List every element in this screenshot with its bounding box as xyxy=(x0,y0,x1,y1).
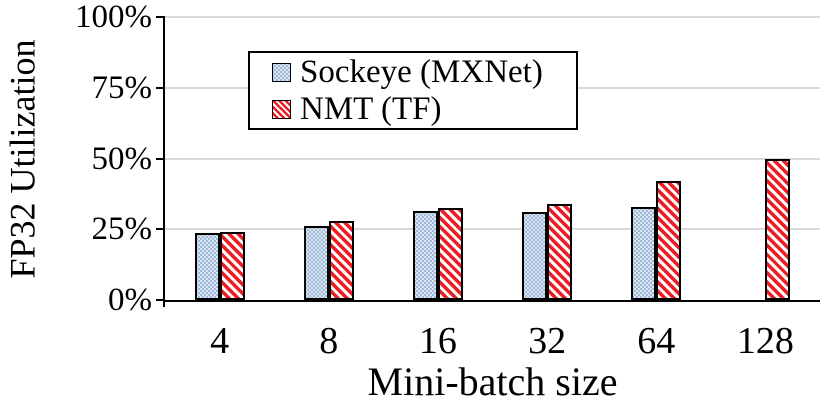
y-axis-tick-50 xyxy=(156,157,165,160)
legend-item-sockeye: Sockeye (MXNet) xyxy=(272,54,576,91)
legend-swatch-nmt-icon xyxy=(272,99,291,119)
y-tick-label-0%: 0% xyxy=(108,282,152,318)
bar-sockeye-8 xyxy=(303,226,329,300)
bar-nmt-64 xyxy=(656,181,682,300)
y-axis-tick-25 xyxy=(156,228,165,231)
x-axis-line xyxy=(163,300,820,302)
x-tick-label-128: 128 xyxy=(736,320,794,362)
legend-swatch-sockeye-icon xyxy=(272,62,291,82)
bar-sockeye-64 xyxy=(631,206,657,300)
y-axis-tick-75 xyxy=(156,86,165,89)
x-tick-label-64: 64 xyxy=(637,320,676,362)
bar-sockeye-32 xyxy=(522,212,548,300)
y-axis-tick-0 xyxy=(156,299,165,301)
y-tick-label-75%: 75% xyxy=(91,69,153,106)
gridline-25 xyxy=(165,228,820,231)
y-axis-tick-100 xyxy=(156,16,165,18)
y-tick-label-25%: 25% xyxy=(91,211,153,248)
legend-label-nmt: NMT (TF) xyxy=(300,90,442,127)
bar-nmt-128 xyxy=(765,158,791,300)
x-tick-label-16: 16 xyxy=(418,320,457,362)
y-tick-label-50%: 50% xyxy=(91,140,153,177)
x-tick-label-32: 32 xyxy=(528,320,567,362)
bar-sockeye-16 xyxy=(412,210,438,300)
gridline-100 xyxy=(165,16,820,18)
legend-label-sockeye: Sockeye (MXNet) xyxy=(300,53,543,90)
gridline-50 xyxy=(165,157,820,160)
y-axis-line xyxy=(163,17,165,307)
bar-nmt-32 xyxy=(547,203,573,300)
y-tick-label-100%: 100% xyxy=(75,0,152,35)
bar-sockeye-4 xyxy=(194,233,220,300)
bar-nmt-16 xyxy=(437,208,463,300)
x-tick-label-8: 8 xyxy=(319,320,339,362)
bar-nmt-8 xyxy=(328,220,354,300)
x-axis-title: Mini-batch size xyxy=(367,359,618,404)
legend: Sockeye (MXNet) NMT (TF) xyxy=(248,51,578,130)
x-tick-label-4: 4 xyxy=(210,320,230,362)
legend-item-nmt: NMT (TF) xyxy=(272,91,576,128)
bar-nmt-4 xyxy=(219,232,245,300)
